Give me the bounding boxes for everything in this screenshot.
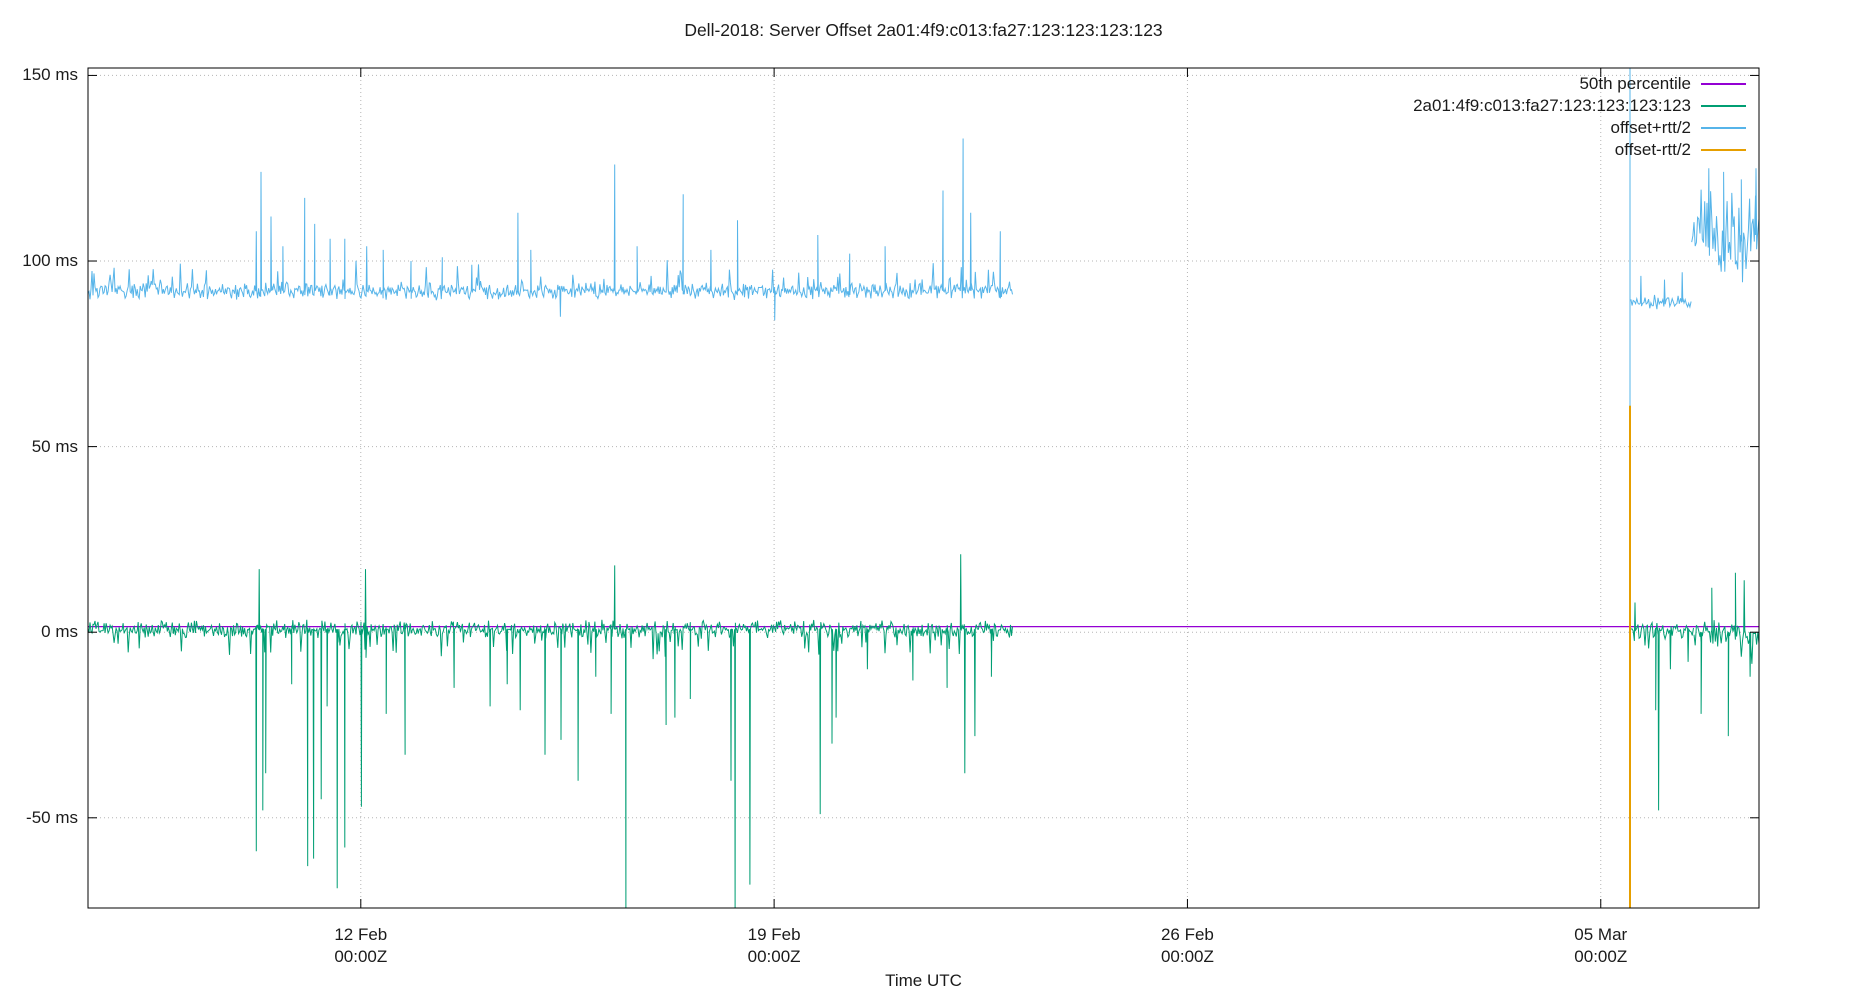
chart-legend: 50th percentile 2a01:4f9:c013:fa27:123:12… (1413, 73, 1746, 161)
legend-entry: 50th percentile (1413, 73, 1746, 95)
legend-label: 2a01:4f9:c013:fa27:123:123:123:123 (1413, 96, 1691, 115)
x-tick-date: 05 Mar (1574, 925, 1628, 944)
legend-line-sample (1701, 83, 1746, 85)
y-tick-label: 100 ms (22, 251, 78, 271)
series-2a01-4f9-c013-fa27-123-123-123-123 (1693, 572, 1759, 737)
x-tick-date: 12 Feb (334, 925, 388, 944)
x-tick-label: 19 Feb 00:00Z (704, 924, 844, 968)
legend-line-sample (1701, 149, 1746, 151)
y-tick-label: 150 ms (22, 65, 78, 85)
legend-entry: 2a01:4f9:c013:fa27:123:123:123:123 (1413, 95, 1746, 117)
x-tick-label: 12 Feb 00:00Z (291, 924, 431, 968)
y-tick-label: 0 ms (41, 622, 78, 642)
y-tick-label: 50 ms (31, 436, 78, 456)
y-tick-label: -50 ms (26, 807, 78, 827)
series-offset+rtt/2 (1691, 168, 1759, 283)
legend-label: 50th percentile (1579, 74, 1691, 93)
grid-lines (88, 68, 1759, 908)
legend-entry: offset-rtt/2 (1413, 139, 1746, 161)
x-axis-title: Time UTC (885, 971, 962, 990)
data-series (88, 68, 1759, 908)
x-tick-date: 26 Feb (1160, 925, 1214, 944)
legend-line-sample (1701, 127, 1746, 129)
chart-title: Dell-2018: Server Offset 2a01:4f9:c013:f… (684, 20, 1163, 40)
legend-label: offset+rtt/2 (1610, 118, 1691, 137)
plot-border (87, 67, 1760, 909)
series-offset+rtt/2 (1630, 272, 1692, 310)
series-offset+rtt/2 (88, 138, 1013, 321)
legend-line-sample (1701, 105, 1746, 107)
x-tick-time: 00:00Z (1574, 947, 1628, 966)
series-2a01-4f9-c013-fa27-123-123-123-123 (1630, 602, 1694, 811)
x-tick-time: 00:00Z (334, 947, 388, 966)
x-tick-label: 26 Feb 00:00Z (1117, 924, 1257, 968)
x-tick-time: 00:00Z (747, 947, 801, 966)
legend-entry: offset+rtt/2 (1413, 117, 1746, 139)
series-2a01-4f9-c013-fa27-123-123-123-123 (88, 554, 1013, 908)
legend-label: offset-rtt/2 (1614, 140, 1691, 159)
x-tick-date: 19 Feb (747, 925, 801, 944)
x-tick-label: 05 Mar 00:00Z (1531, 924, 1671, 968)
x-tick-time: 00:00Z (1160, 947, 1214, 966)
